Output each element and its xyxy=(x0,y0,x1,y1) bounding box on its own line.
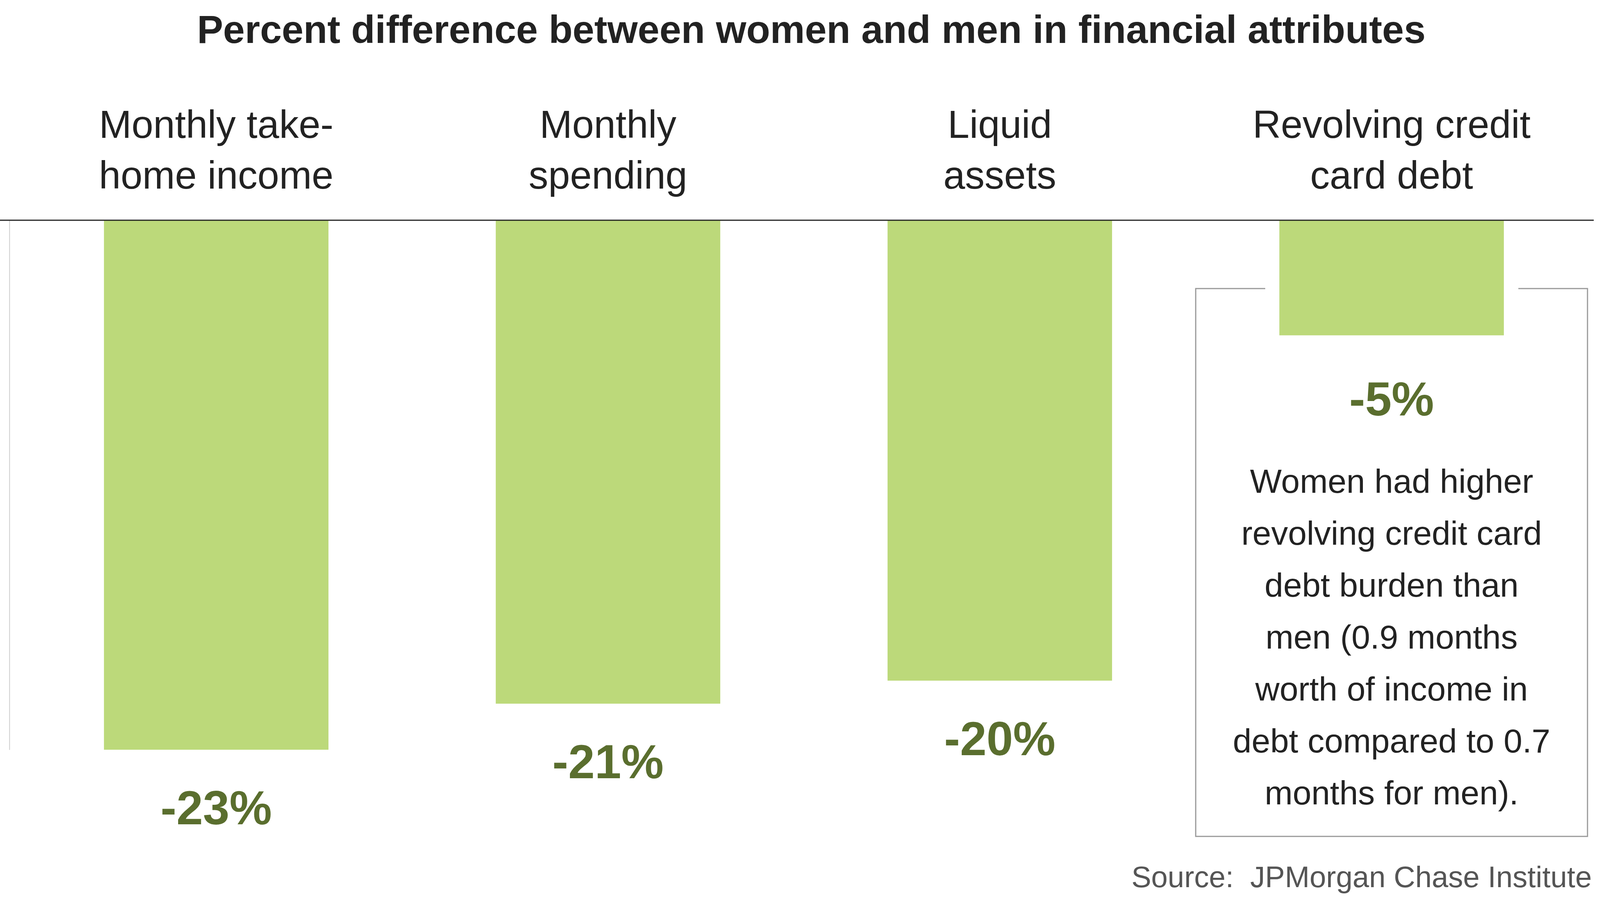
tick-label-line: Monthly xyxy=(539,102,677,147)
bar xyxy=(887,220,1113,681)
annotation: Women had higher revolving credit card deb… xyxy=(1232,462,1551,812)
data-label: -20% xyxy=(944,712,1056,766)
tick-label-line: Liquid xyxy=(947,102,1052,147)
annotation-line: revolving credit card xyxy=(1241,514,1543,552)
x-axis: Monthly take-home income Monthly spending L… xyxy=(98,102,1531,197)
data-label: -5% xyxy=(1349,372,1434,426)
annotation-line: months for men). xyxy=(1264,774,1519,812)
chart: Percent difference between women and men… xyxy=(0,0,1600,902)
annotation-line: Women had higher xyxy=(1250,462,1534,500)
annotation-box xyxy=(1195,288,1588,837)
y-axis xyxy=(9,220,10,751)
tick-label-line: assets xyxy=(943,153,1057,197)
y-axis-line xyxy=(9,220,11,751)
data-label: -21% xyxy=(552,735,664,789)
baseline xyxy=(0,219,1594,222)
data-label: -23% xyxy=(160,781,272,835)
bar xyxy=(1279,220,1504,336)
tick-label: Monthly spending xyxy=(528,102,688,197)
tick-label: Liquid assets xyxy=(943,102,1057,197)
tick-label: Monthly take-home income xyxy=(98,102,334,197)
annotation-line: men (0.9 months xyxy=(1265,618,1518,656)
tick-label-line: Revolving credit xyxy=(1252,102,1531,147)
annotation-line: debt compared to 0.7 xyxy=(1232,722,1551,760)
annotation-line: debt burden than xyxy=(1264,566,1519,604)
source: Source: JPMorgan Chase Institute xyxy=(1131,860,1592,894)
tick-label: Revolving credit card debt xyxy=(1252,102,1531,197)
data-labels: -23% -21% -20% -5% xyxy=(160,372,1434,835)
bar xyxy=(495,220,721,704)
tick-label-line: card debt xyxy=(1310,153,1474,197)
tick-label-line: spending xyxy=(528,153,688,197)
tick-label-line: home income xyxy=(98,153,334,197)
title: Percent difference between women and men… xyxy=(196,7,1426,52)
annotation-line: worth of income in xyxy=(1255,670,1529,708)
tick-label-line: Monthly take- xyxy=(98,102,334,147)
bar xyxy=(103,220,329,750)
